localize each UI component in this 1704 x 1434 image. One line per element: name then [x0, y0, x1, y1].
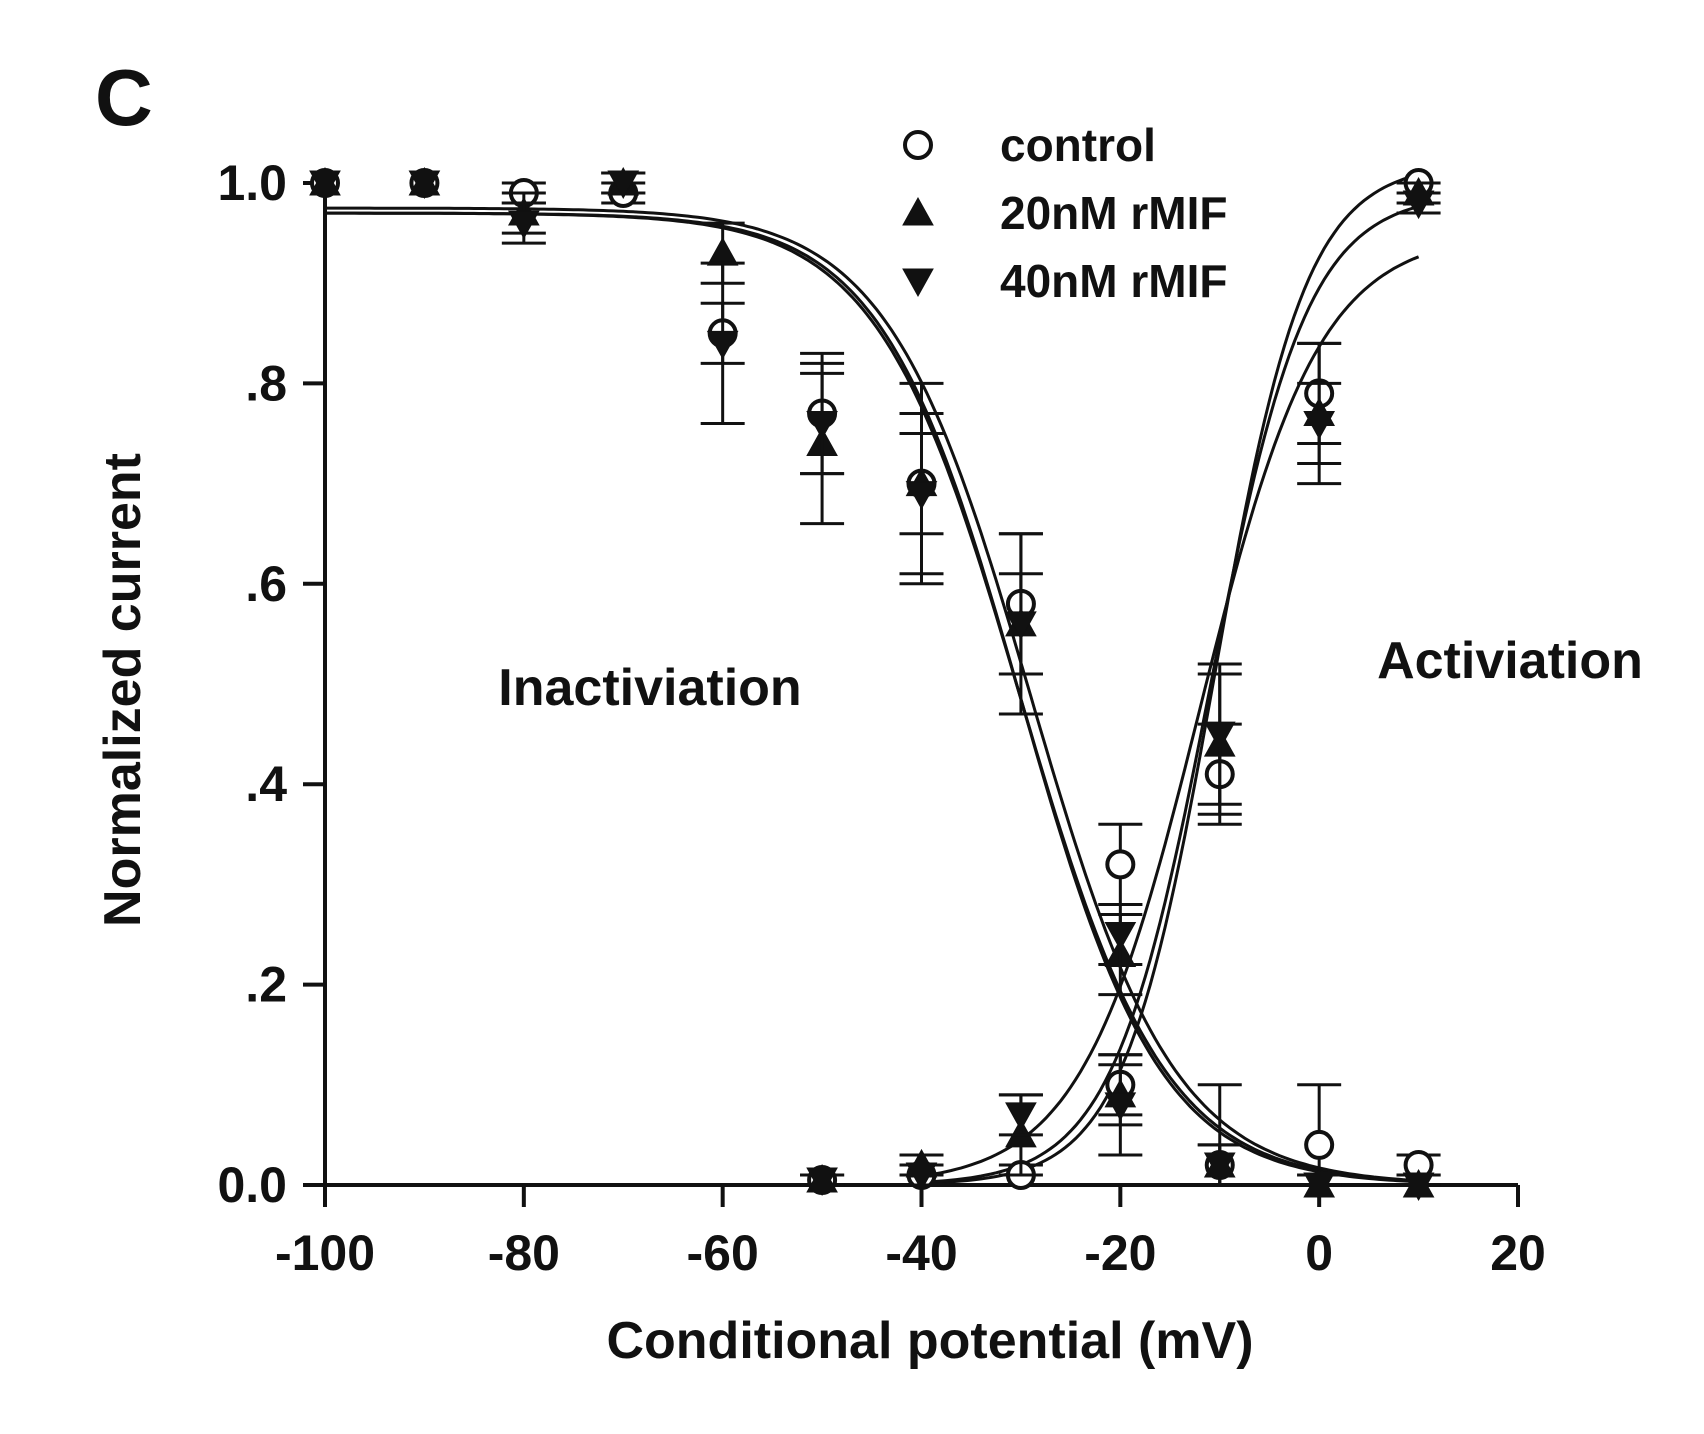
40nm-rmif-inactivation-point [507, 210, 540, 240]
inactivation-fit-curve [325, 206, 1419, 1183]
x-axis-title: Conditional potential (mV) [606, 1312, 1253, 1370]
control-inactivation-point [1304, 1129, 1335, 1160]
activation-annotation: Activiation [1377, 632, 1643, 690]
40nm-rmif-inactivation-point [408, 170, 441, 200]
y-tick-label: .2 [245, 957, 287, 1013]
inactivation-fit-curve [325, 211, 1419, 1184]
x-tick-label: 20 [1490, 1225, 1546, 1281]
legend-label: 20nM rMIF [1000, 187, 1227, 239]
40nm-rmif-activation-point [1005, 1102, 1037, 1131]
20nm-rmif-inactivation-point [706, 237, 739, 266]
legend-marker [902, 196, 934, 226]
40nm-rmif-inactivation-point [806, 410, 838, 440]
y-tick-label: 0.0 [217, 1157, 287, 1213]
legend-marker [902, 268, 934, 298]
inactivation-annotation: Inactiviation [498, 659, 801, 717]
40nm-rmif-inactivation-point [607, 170, 640, 200]
x-tick-label: -60 [687, 1225, 759, 1281]
plot-area: -100 -80 -60 -40 -20 0 20 0.0 .2 .4 .6 .8 1.0 Inactiv… [217, 119, 1642, 1281]
legend-label: control [1000, 119, 1156, 171]
activation-fit-curve [921, 255, 1420, 1178]
inactivation-fit-curve [325, 211, 1419, 1183]
y-tick-label: .8 [245, 355, 287, 411]
x-tick-label: -80 [488, 1225, 560, 1281]
40nm-rmif-inactivation-point [1402, 1172, 1435, 1202]
40nm-rmif-inactivation-point [1005, 611, 1037, 640]
activation-fit-curve [921, 173, 1419, 1185]
control-inactivation-point [1105, 849, 1136, 880]
legend: control 20nM rMIF 40nM rMIF [902, 119, 1227, 307]
y-tick-label: .6 [245, 556, 287, 612]
40nm-rmif-activation-point [1402, 190, 1435, 220]
40nm-rmif-activation-point [806, 1167, 838, 1197]
40nm-rmif-activation-point [1203, 721, 1236, 751]
40nm-rmif-activation-point [905, 1162, 938, 1192]
x-tick-label: -40 [885, 1225, 957, 1281]
panel-label: C [95, 53, 153, 142]
40nm-rmif-inactivation-point [706, 330, 739, 360]
y-axis-title: Normalized current [94, 453, 152, 927]
y-tick-label: 1.0 [217, 155, 287, 211]
legend-label: 40nM rMIF [1000, 255, 1227, 307]
40nm-rmif-inactivation-point [1303, 1172, 1336, 1202]
x-tick-label: -100 [275, 1225, 375, 1281]
activation-fit-curve [921, 205, 1420, 1184]
legend-marker [903, 130, 933, 160]
40nm-rmif-inactivation-point [1104, 922, 1137, 951]
40nm-rmif-activation-point [1303, 410, 1336, 440]
x-tick-label: 0 [1305, 1225, 1333, 1281]
40nm-rmif-activation-point [1104, 1092, 1137, 1121]
40nm-rmif-inactivation-point [309, 170, 341, 200]
y-tick-label: .4 [245, 756, 287, 812]
x-tick-label: -20 [1084, 1225, 1156, 1281]
40nm-rmif-inactivation-point [1203, 1152, 1236, 1181]
40nm-rmif-inactivation-point [905, 481, 938, 510]
